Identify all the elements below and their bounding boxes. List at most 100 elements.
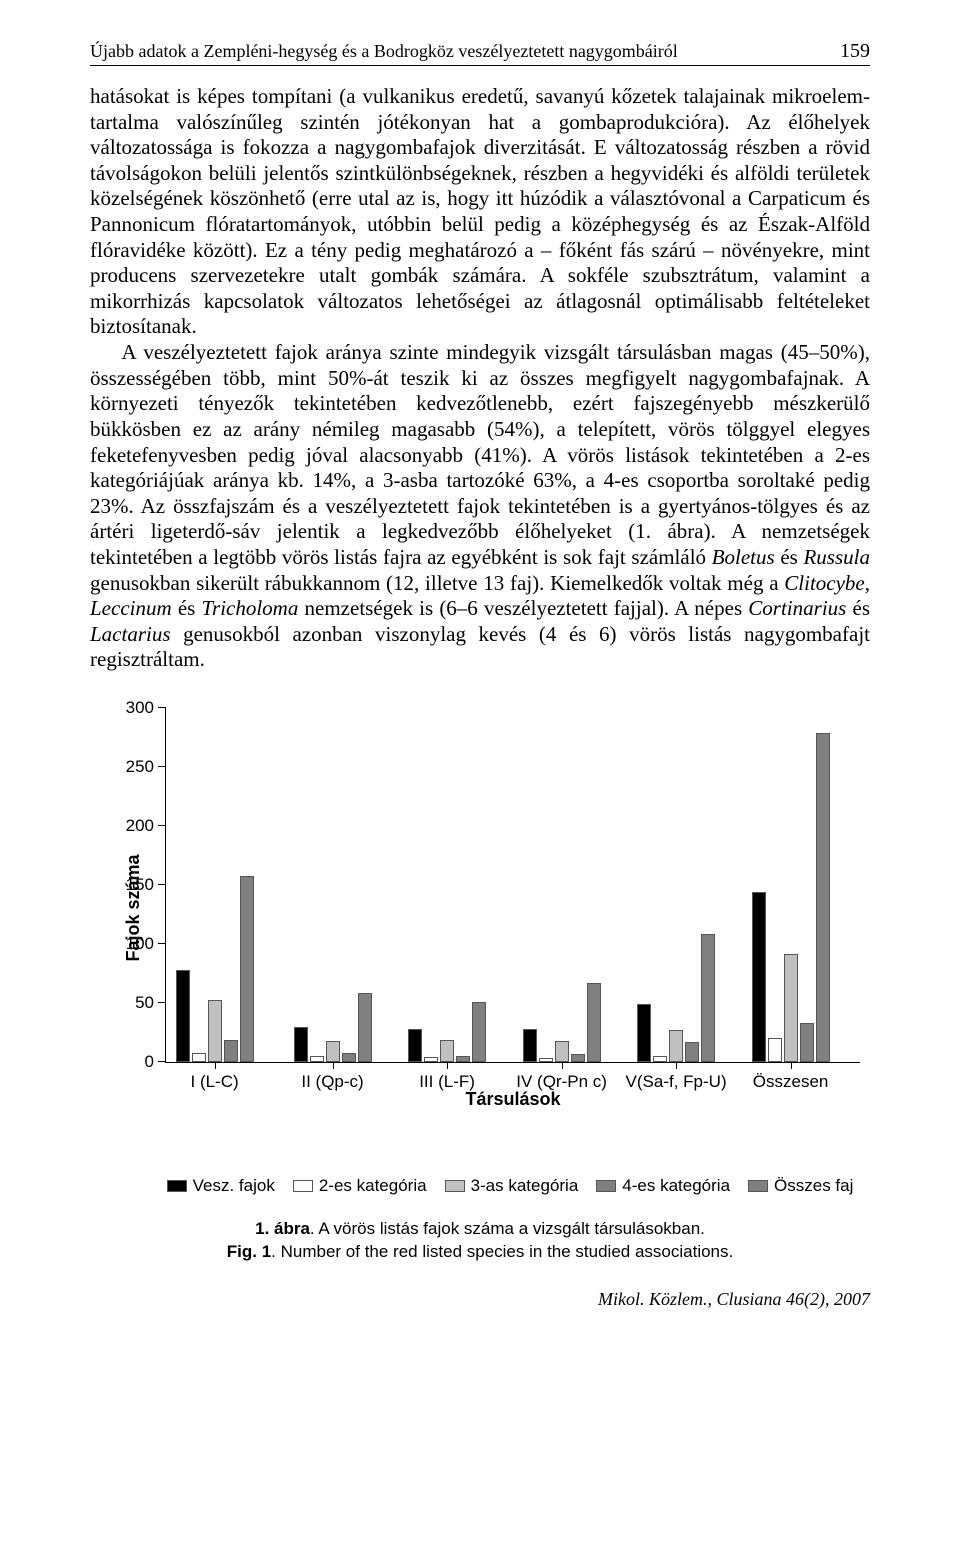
bar [784,954,798,1062]
y-tick [158,825,166,826]
bar [456,1056,470,1062]
p2-m3: , [865,571,870,595]
p2-it5: Tricholoma [202,596,299,620]
legend-item: 4-es kategória [596,1176,730,1196]
legend-item: 2-es kategória [293,1176,427,1196]
y-tick-label: 100 [126,934,154,954]
legend-item: Összes faj [748,1176,853,1196]
bar [768,1038,782,1062]
legend-label: 2-es kategória [319,1176,427,1196]
legend-swatch [445,1180,465,1192]
p2-m5: nemzetségek is (6–6 veszélyeztetett fajj… [298,596,748,620]
bar [816,733,830,1062]
legend-swatch [748,1180,768,1192]
p2-a: A veszélyeztetett fajok aránya szinte mi… [90,340,870,569]
legend-label: Összes faj [774,1176,853,1196]
x-tick-label: V(Sa-f, Fp-U) [626,1072,727,1092]
p2-it2: Russula [803,545,870,569]
p2-it7: Lactarius [90,622,171,646]
bar [440,1040,454,1062]
y-tick [158,1002,166,1003]
bar [555,1041,569,1062]
chart-legend: Vesz. fajok 2-es kategória 3-as kategória 4… [110,1176,870,1196]
x-tick [447,1062,448,1069]
y-tick-label: 200 [126,816,154,836]
p1-text: hatásokat is képes tompítani (a vulkanik… [90,84,870,338]
legend-swatch [596,1180,616,1192]
running-header: Újabb adatok a Zempléni-hegység és a Bod… [90,40,870,66]
legend-label: Vesz. fajok [193,1176,275,1196]
x-tick [676,1062,677,1069]
bar [240,876,254,1062]
y-tick-label: 250 [126,757,154,777]
x-axis-label: Társulások [465,1089,560,1110]
x-tick-label: II (Qp-c) [301,1072,363,1092]
y-tick [158,884,166,885]
legend-label: 3-as kategória [471,1176,579,1196]
bar-group [294,993,372,1062]
caption-1-bold: 1. ábra [255,1219,310,1238]
running-title: Újabb adatok a Zempléni-hegység és a Bod… [90,41,678,62]
page-number: 159 [840,40,870,63]
bar [701,934,715,1062]
x-tick-label: Összesen [753,1072,829,1092]
caption-2-rest: . Number of the red listed species in th… [271,1242,733,1261]
caption-2-bold: Fig. 1 [227,1242,271,1261]
bar [358,993,372,1062]
body-text: hatásokat is képes tompítani (a vulkanik… [90,84,870,673]
paragraph-1: hatásokat is képes tompítani (a vulkanik… [90,84,870,340]
caption-1-rest: . A vörös listás fajok száma a vizsgált … [310,1219,705,1238]
bar [752,892,766,1062]
bar [472,1002,486,1062]
bar-group [637,934,715,1062]
bar [326,1041,340,1062]
legend-swatch [167,1180,187,1192]
legend-label: 4-es kategória [622,1176,730,1196]
bar-group [752,733,830,1062]
bar [800,1023,814,1062]
paragraph-2: A veszélyeztetett fajok aránya szinte mi… [90,340,870,673]
bar [539,1058,553,1062]
bar [653,1056,667,1062]
bar [408,1029,422,1062]
chart-container: Fajok száma Társulások 05010015020025030… [90,698,870,1196]
y-tick [158,1061,166,1062]
p2-m4: és [172,596,202,620]
x-tick-label: I (L-C) [190,1072,238,1092]
bar [176,970,190,1062]
bar [571,1054,585,1062]
y-tick [158,766,166,767]
y-tick-label: 150 [126,875,154,895]
p2-m6: és [846,596,870,620]
bar [294,1027,308,1063]
bar-group [523,983,601,1062]
p2-it6: Cortinarius [748,596,846,620]
p2-m7: genusokból azonban viszonylag kevés (4 é… [90,622,870,672]
bar [310,1056,324,1062]
caption-line-2: Fig. 1. Number of the red listed species… [90,1241,870,1264]
p2-m1: és [775,545,804,569]
legend-item: Vesz. fajok [167,1176,275,1196]
x-tick-label: III (L-F) [419,1072,475,1092]
p2-it3: Clitocybe [784,571,864,595]
bar-chart: Fajok száma Társulások 05010015020025030… [110,698,870,1118]
bar [224,1040,238,1062]
page-footer: Mikol. Közlem., Clusiana 46(2), 2007 [90,1289,870,1310]
p2-it4: Leccinum [90,596,172,620]
bar [669,1030,683,1062]
y-tick [158,943,166,944]
x-tick [333,1062,334,1069]
y-tick [158,707,166,708]
y-tick-label: 50 [135,993,154,1013]
legend-item: 3-as kategória [445,1176,579,1196]
plot-area: Társulások 050100150200250300I (L-C)II (… [165,708,860,1063]
x-tick-label: IV (Qr-Pn c) [516,1072,607,1092]
x-tick [791,1062,792,1069]
bar [342,1053,356,1062]
bar [523,1029,537,1062]
y-tick-label: 0 [145,1052,154,1072]
bar [685,1042,699,1062]
bar-group [408,1002,486,1062]
bar [208,1000,222,1062]
bar-group [176,876,254,1062]
